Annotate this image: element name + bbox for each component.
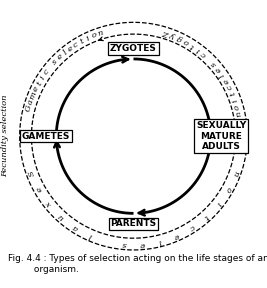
Text: l: l xyxy=(61,49,69,56)
Text: PARENTS: PARENTS xyxy=(111,219,156,228)
Text: t: t xyxy=(78,37,85,46)
Text: i: i xyxy=(39,74,47,81)
Text: t: t xyxy=(35,80,44,87)
Text: l: l xyxy=(218,72,227,78)
Text: t: t xyxy=(229,90,237,96)
Text: Fig. 4.4 : Types of selection acting on the life stages of an
         organism.: Fig. 4.4 : Types of selection acting on … xyxy=(8,254,267,274)
Text: c: c xyxy=(72,40,80,50)
Text: e: e xyxy=(32,85,41,93)
Text: S: S xyxy=(27,169,37,177)
Text: s: s xyxy=(51,58,60,66)
Text: n: n xyxy=(230,169,240,177)
Text: o: o xyxy=(182,37,190,47)
Text: x: x xyxy=(45,199,54,208)
Text: u: u xyxy=(57,212,66,221)
Text: e: e xyxy=(35,185,44,193)
Text: o: o xyxy=(90,31,97,40)
Text: i: i xyxy=(195,46,202,54)
Text: i: i xyxy=(214,200,222,207)
Text: G: G xyxy=(24,104,34,113)
Text: n: n xyxy=(96,29,104,38)
Text: l: l xyxy=(158,237,162,245)
Text: a: a xyxy=(71,222,80,232)
Text: y: y xyxy=(170,31,177,40)
Text: SEXUALLY
MATURE
ADULTS: SEXUALLY MATURE ADULTS xyxy=(196,121,246,151)
Text: n: n xyxy=(235,110,244,117)
Text: e: e xyxy=(214,65,223,74)
Text: e: e xyxy=(139,240,145,248)
Text: m: m xyxy=(28,90,39,101)
Text: t: t xyxy=(202,212,210,221)
Text: e: e xyxy=(55,52,64,62)
Text: ZYGOTES: ZYGOTES xyxy=(110,44,157,53)
Text: a: a xyxy=(26,98,36,105)
Text: t: t xyxy=(189,41,196,50)
Text: i: i xyxy=(85,34,91,43)
Text: e: e xyxy=(222,77,231,85)
Text: l: l xyxy=(88,231,93,240)
Text: Z: Z xyxy=(163,29,171,38)
Text: s: s xyxy=(122,240,127,248)
Text: s: s xyxy=(209,60,218,68)
Text: g: g xyxy=(176,34,184,43)
Text: e: e xyxy=(172,231,180,240)
Text: c: c xyxy=(199,50,208,58)
Text: c: c xyxy=(225,83,234,91)
Text: c: c xyxy=(188,222,196,232)
Text: c: c xyxy=(42,68,51,76)
Text: i: i xyxy=(231,98,239,103)
Text: e: e xyxy=(66,44,75,53)
Text: GAMETES: GAMETES xyxy=(22,132,70,141)
Text: o: o xyxy=(223,185,232,193)
Text: o: o xyxy=(233,103,242,110)
Text: Fecundity selection: Fecundity selection xyxy=(1,95,9,177)
